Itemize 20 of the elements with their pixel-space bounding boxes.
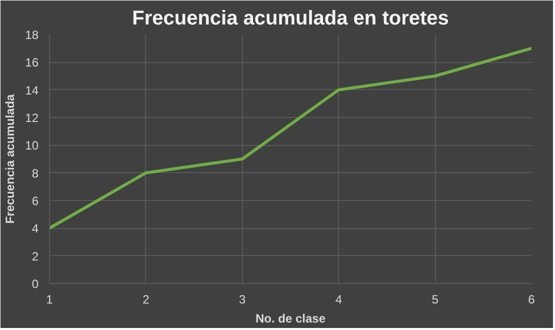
y-axis-title: Frecuencia acumulada xyxy=(3,94,18,224)
x-axis-title: No. de clase xyxy=(255,312,326,326)
x-tick-label: 5 xyxy=(432,292,439,306)
line-series xyxy=(50,46,532,230)
y-tick-label: 6 xyxy=(32,194,39,208)
y-tick-label: 0 xyxy=(32,277,39,291)
y-tick-label: 18 xyxy=(25,28,39,42)
y-tick-label: 8 xyxy=(32,166,39,180)
x-tick-label: 1 xyxy=(46,292,54,306)
y-tick-label: 4 xyxy=(32,222,39,236)
chart-title: Frecuencia acumulada en toretes xyxy=(132,8,449,30)
y-tick-label: 12 xyxy=(25,111,39,125)
y-tick-label: 14 xyxy=(25,83,39,98)
y-tick-label: 2 xyxy=(32,249,39,264)
x-tick-label: 2 xyxy=(142,292,150,306)
x-tick-label: 6 xyxy=(528,292,536,306)
x-tick-label: 3 xyxy=(238,292,246,306)
y-tick-label: 10 xyxy=(25,138,39,153)
y-tick-label: 16 xyxy=(25,56,39,70)
x-tick-label: 4 xyxy=(335,292,342,306)
